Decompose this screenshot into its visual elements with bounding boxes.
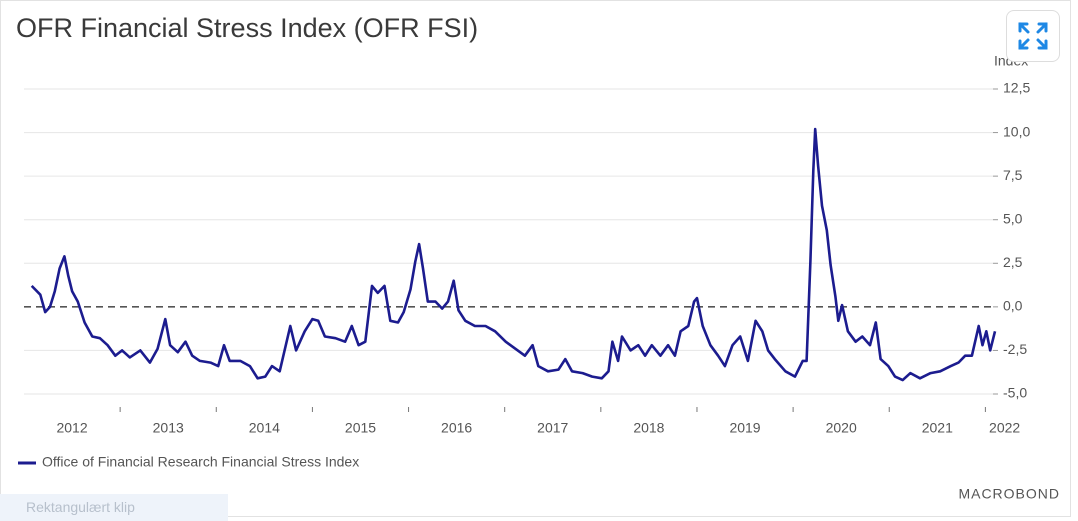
y-tick-label: 5,0: [1003, 210, 1023, 226]
x-tick-label: 2021: [922, 420, 953, 436]
x-tick-label: 2018: [633, 420, 664, 436]
y-tick-label: -5,0: [1003, 385, 1027, 401]
branding: MACROBOND: [958, 486, 1060, 502]
x-tick-label: 2012: [56, 420, 87, 436]
y-tick-label: -2,5: [1003, 341, 1027, 357]
y-tick-label: 7,5: [1003, 167, 1023, 183]
x-tick-label: 2014: [249, 420, 280, 436]
x-tick-label: 2013: [153, 420, 184, 436]
x-tick-label: 2022: [989, 420, 1020, 436]
x-tick-label: 2017: [537, 420, 568, 436]
y-tick-label: 12,5: [1003, 80, 1030, 96]
screen-overlay: Rektangulært klip: [0, 494, 228, 521]
y-tick-label: 0,0: [1003, 298, 1023, 314]
x-tick-label: 2016: [441, 420, 472, 436]
x-tick-label: 2015: [345, 420, 376, 436]
y-tick-label: 2,5: [1003, 254, 1023, 270]
x-tick-label: 2020: [826, 420, 857, 436]
chart-title: OFR Financial Stress Index (OFR FSI): [16, 13, 478, 43]
series-line: [30, 127, 997, 382]
expand-button[interactable]: [1006, 10, 1060, 62]
x-tick-label: 2019: [729, 420, 760, 436]
legend-label: Office of Financial Research Financial S…: [42, 454, 359, 470]
y-tick-label: 10,0: [1003, 123, 1030, 139]
expand-icon: [1018, 22, 1048, 50]
